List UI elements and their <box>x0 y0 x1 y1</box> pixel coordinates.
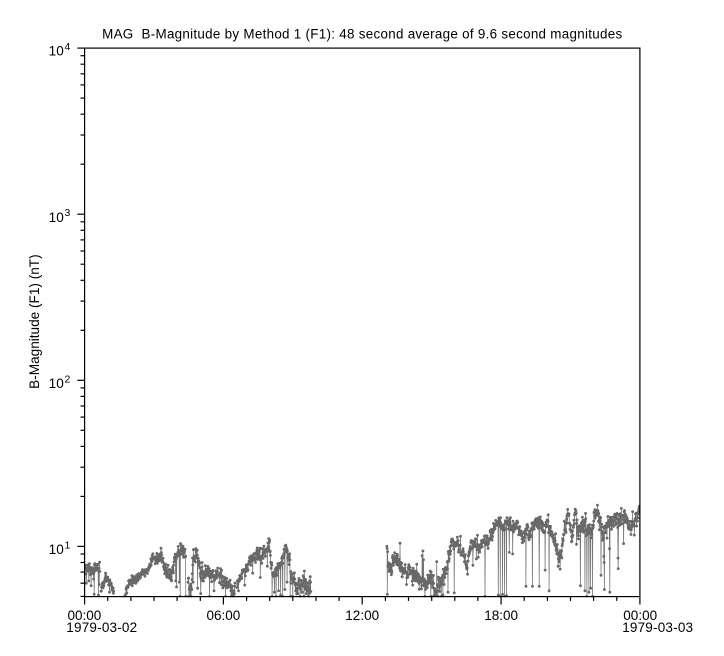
svg-text:1: 1 <box>65 539 71 551</box>
svg-text:10: 10 <box>49 44 65 59</box>
svg-text:B-Magnitude (F1) (nT): B-Magnitude (F1) (nT) <box>27 254 42 388</box>
svg-text:10: 10 <box>49 210 65 225</box>
svg-text:10: 10 <box>49 542 65 557</box>
svg-text:12:00: 12:00 <box>345 608 379 623</box>
svg-text:4: 4 <box>65 41 71 53</box>
svg-text:00:00: 00:00 <box>68 608 102 623</box>
svg-text:10: 10 <box>49 376 65 391</box>
svg-text:00:00: 00:00 <box>623 608 657 623</box>
svg-text:MAG B-Magnitude by Method 1 (: MAG B-Magnitude by Method 1 (F1): 48 sec… <box>102 26 622 41</box>
svg-text:1979-03-03: 1979-03-03 <box>622 620 693 635</box>
svg-text:1979-03-02: 1979-03-02 <box>66 620 137 635</box>
svg-text:2: 2 <box>65 373 71 385</box>
svg-text:06:00: 06:00 <box>207 608 241 623</box>
svg-text:3: 3 <box>65 207 71 219</box>
svg-text:18:00: 18:00 <box>484 608 518 623</box>
